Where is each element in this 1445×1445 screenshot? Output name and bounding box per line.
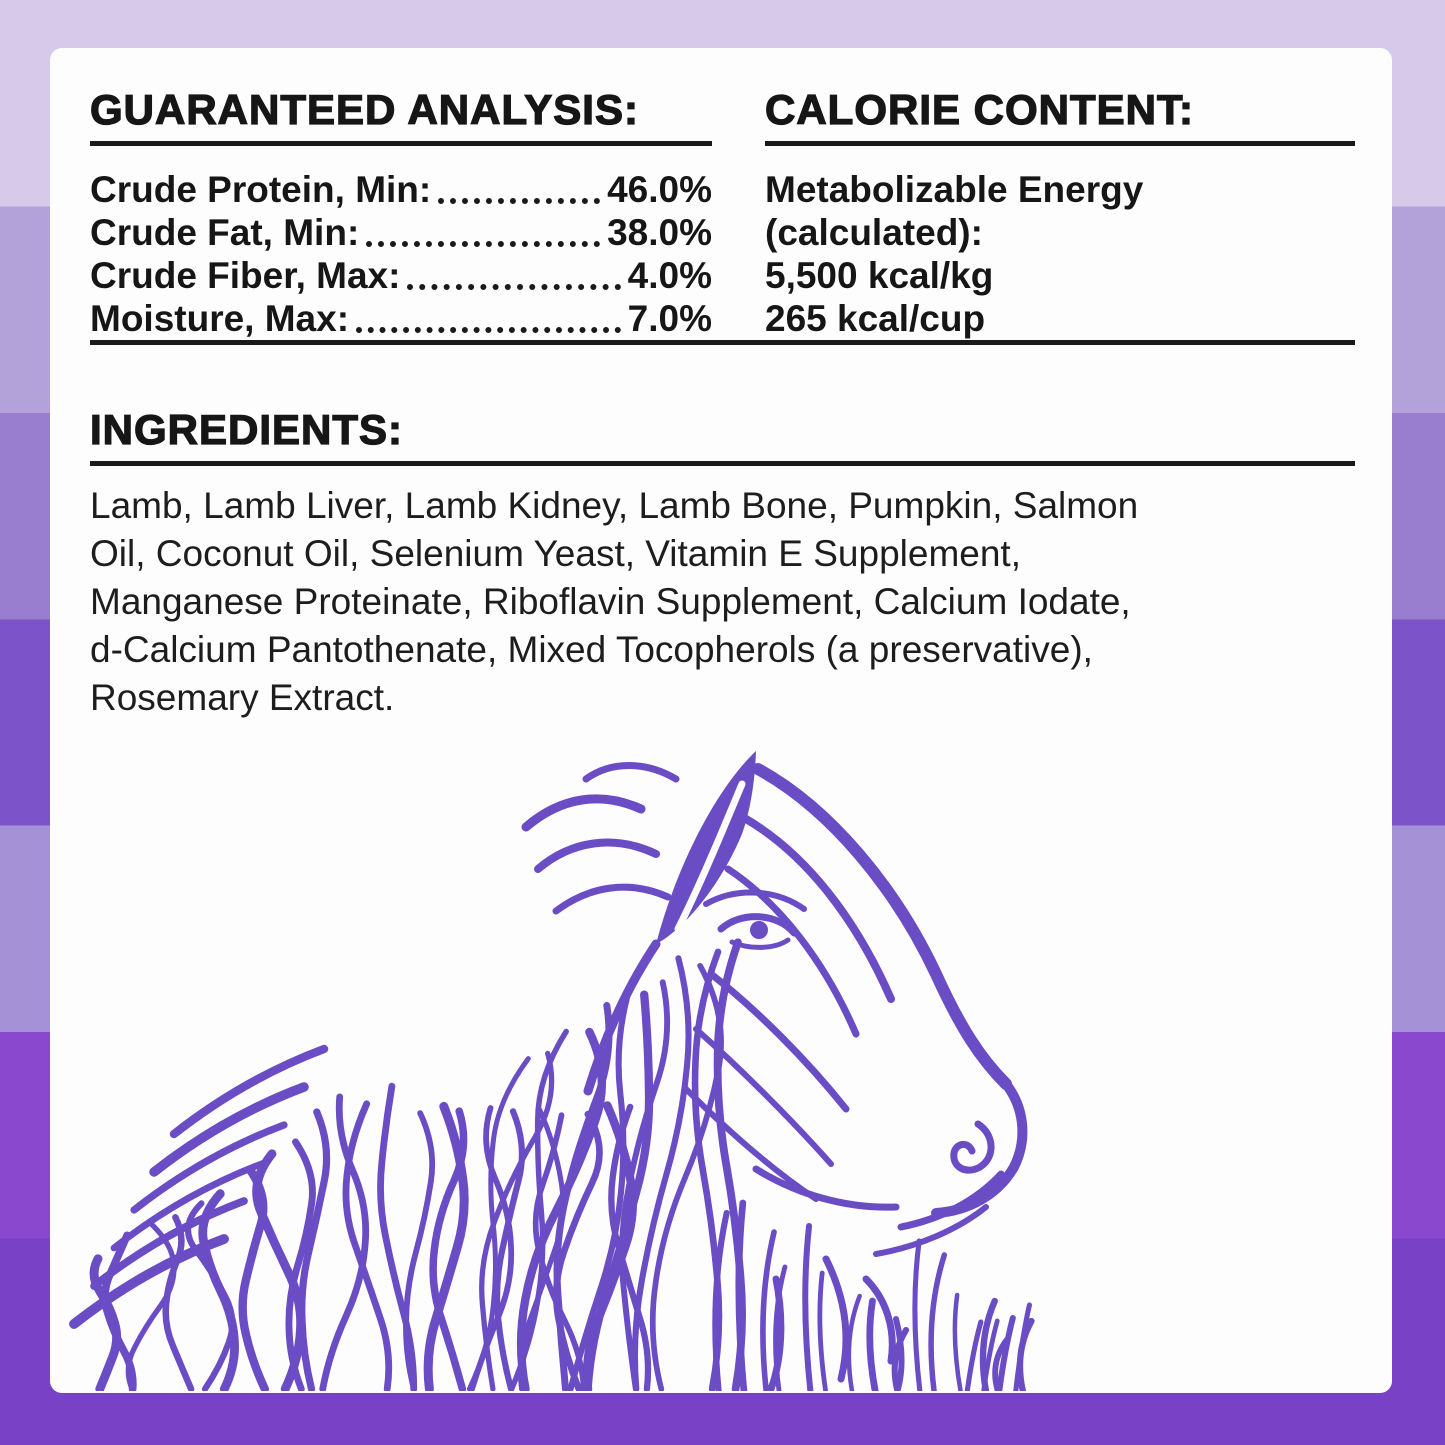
calorie-line: 265 kcal/cup — [765, 298, 986, 339]
row-label: Moisture, Max: — [90, 298, 350, 339]
dot-leader — [407, 284, 621, 290]
row-label: Crude Fat, Min: — [90, 212, 360, 253]
dot-leader — [366, 241, 601, 247]
calorie-content-title: CALORIE CONTENT: — [764, 86, 1194, 133]
row-label: Crude Protein, Min: — [90, 169, 432, 210]
row-value: 4.0% — [627, 255, 712, 296]
label-card: GUARANTEED ANALYSIS: Crude Protein, Min:… — [50, 48, 1392, 1393]
ingredients-line: d-Calcium Pantothenate, Mixed Tocopherol… — [90, 629, 1093, 670]
table-row: Crude Fat, Min: 38.0% — [90, 211, 712, 254]
calorie-line: Metabolizable Energy — [765, 169, 1144, 210]
lamb-illustration-wrap — [56, 739, 1036, 1391]
row-value: 38.0% — [607, 212, 712, 253]
row-label: Crude Fiber, Max: — [90, 255, 401, 296]
title-underline — [765, 141, 1355, 146]
dot-leader — [438, 198, 601, 204]
title-underline — [90, 461, 1355, 466]
ingredients-line: Lamb, Lamb Liver, Lamb Kidney, Lamb Bone… — [90, 485, 1139, 526]
dot-leader — [356, 327, 621, 333]
guaranteed-analysis-rows: Crude Protein, Min: 46.0% Crude Fat, Min… — [90, 168, 712, 340]
ingredients-paragraph: Lamb, Lamb Liver, Lamb Kidney, Lamb Bone… — [90, 482, 1355, 722]
table-row: Crude Protein, Min: 46.0% — [90, 168, 712, 211]
section-divider — [90, 340, 1355, 345]
lamb-illustration — [69, 751, 1035, 1391]
ingredients-line: Rosemary Extract. — [90, 677, 395, 718]
row-value: 46.0% — [607, 169, 712, 210]
calorie-content-lines: Metabolizable Energy (calculated): 5,500… — [765, 168, 1355, 340]
calorie-line: (calculated): — [765, 212, 983, 253]
calorie-line: 5,500 kcal/kg — [765, 255, 994, 296]
ingredients-title: INGREDIENTS: — [89, 406, 404, 453]
guaranteed-analysis-title: GUARANTEED ANALYSIS: — [89, 86, 639, 133]
table-row: Crude Fiber, Max: 4.0% — [90, 254, 712, 297]
row-value: 7.0% — [627, 298, 712, 339]
ingredients-section: INGREDIENTS: Lamb, Lamb Liver, Lamb Kidn… — [89, 406, 1355, 722]
ingredients-line: Manganese Proteinate, Riboflavin Supplem… — [90, 581, 1131, 622]
label-content: GUARANTEED ANALYSIS: Crude Protein, Min:… — [50, 48, 1392, 722]
guaranteed-analysis-section: GUARANTEED ANALYSIS: Crude Protein, Min:… — [89, 86, 712, 340]
calorie-content-section: CALORIE CONTENT: Metabolizable Energy (c… — [764, 86, 1355, 340]
title-underline — [90, 141, 712, 146]
table-row: Moisture, Max: 7.0% — [90, 297, 712, 340]
ingredients-line: Oil, Coconut Oil, Selenium Yeast, Vitami… — [90, 533, 1021, 574]
